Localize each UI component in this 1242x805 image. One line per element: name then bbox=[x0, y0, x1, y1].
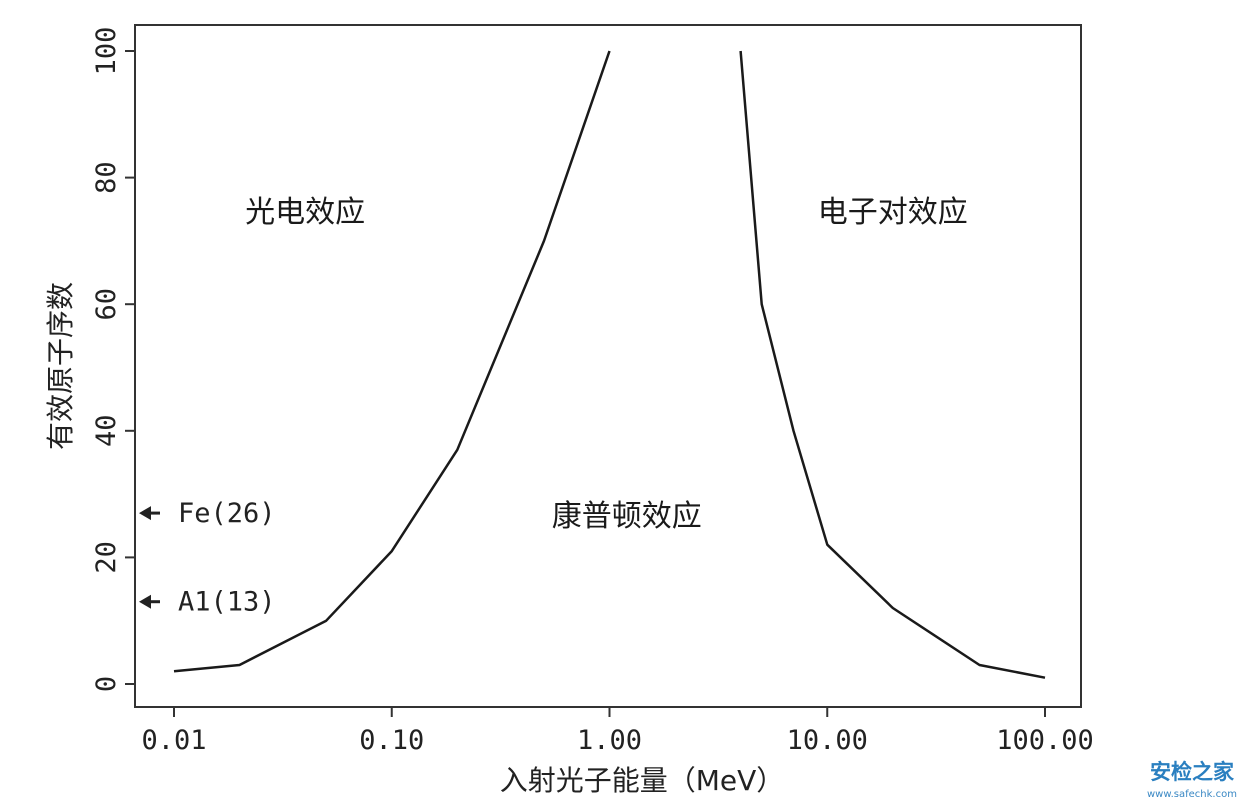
x-tick-label: 0.10 bbox=[359, 725, 424, 756]
element-marker: A1(13) bbox=[139, 587, 276, 618]
pair-production-region-label: 电子对效应 bbox=[818, 195, 968, 230]
x-tick-label: 100.00 bbox=[996, 725, 1094, 756]
y-axis-ticks: 0 20 40 60 80 100 bbox=[91, 27, 135, 692]
arrow-left-icon bbox=[139, 594, 151, 609]
pair-production-boundary-line bbox=[739, 50, 1046, 679]
y-tick-label: 20 bbox=[91, 541, 122, 574]
element-markers: Fe(26) A1(13) bbox=[139, 498, 276, 618]
x-tick-label: 0.01 bbox=[141, 725, 206, 756]
y-tick-label: 80 bbox=[91, 161, 122, 194]
element-marker: Fe(26) bbox=[139, 498, 276, 529]
watermark: 安检之家 www.safechk.com bbox=[1147, 760, 1237, 800]
compton-region-label: 康普顿效应 bbox=[552, 499, 702, 534]
x-tick-label: 1.00 bbox=[577, 725, 642, 756]
photoelectric-region-label: 光电效应 bbox=[245, 195, 365, 230]
element-marker-label: Fe(26) bbox=[178, 498, 276, 529]
plot-frame bbox=[134, 24, 1082, 708]
x-axis-label: 入射光子能量（MeV） bbox=[500, 764, 785, 797]
y-axis-label: 有效原子序数 bbox=[44, 282, 77, 450]
y-tick-label: 40 bbox=[91, 415, 122, 448]
arrow-left-icon bbox=[139, 506, 151, 521]
y-tick-label: 0 bbox=[91, 676, 122, 692]
y-tick-label: 100 bbox=[91, 27, 122, 76]
element-marker-label: A1(13) bbox=[178, 587, 276, 618]
watermark-text: 安检之家 bbox=[1150, 760, 1235, 784]
boundary-curves bbox=[173, 50, 1046, 679]
photoelectric-boundary-line bbox=[173, 50, 611, 673]
y-tick-label: 60 bbox=[91, 288, 122, 321]
x-axis-ticks: 0.01 0.10 1.00 10.00 100.00 bbox=[141, 707, 1094, 756]
watermark-url: www.safechk.com bbox=[1147, 789, 1237, 800]
x-tick-label: 10.00 bbox=[787, 725, 868, 756]
